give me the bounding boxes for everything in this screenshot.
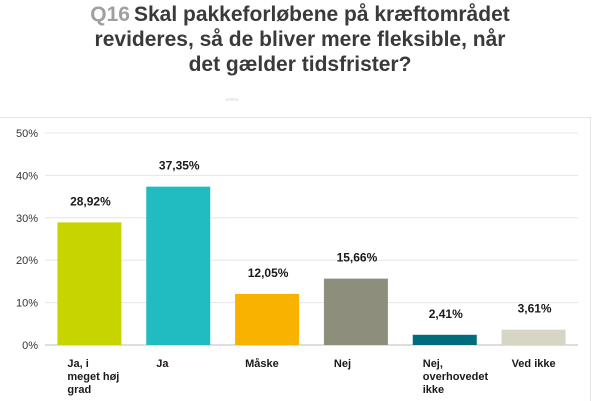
bar bbox=[146, 186, 211, 345]
x-tick-label-line: ikke bbox=[423, 384, 444, 396]
x-tick-label-line: Nej, bbox=[423, 358, 443, 370]
data-label: 2,41% bbox=[429, 307, 463, 321]
x-tick-label: Måske bbox=[245, 358, 279, 370]
x-tick-label: Ja bbox=[156, 358, 169, 370]
x-tick-label: Ja, i meget høj grad bbox=[67, 358, 119, 396]
y-tick-label: 50% bbox=[16, 128, 38, 140]
question-line-2: revideres, så de bliver mere fleksible, … bbox=[94, 28, 506, 51]
x-tick-label-line: Ja, i bbox=[67, 358, 88, 370]
y-tick-label: 0% bbox=[22, 340, 38, 352]
x-tick-label-line: Ja bbox=[156, 358, 169, 370]
y-tick-label: 20% bbox=[16, 255, 38, 267]
y-tick-label: 30% bbox=[16, 213, 38, 225]
x-tick-label: Ved ikke bbox=[512, 358, 556, 370]
y-tick-label: 40% bbox=[16, 170, 38, 182]
x-tick-label-line: overhovedet bbox=[423, 371, 489, 383]
chart-area: 0% 10% 20% 30% 40% 50% 28,92% Ja, i meget høj gra… bbox=[0, 117, 591, 401]
data-label: 28,92% bbox=[70, 194, 111, 208]
bar bbox=[501, 329, 566, 345]
data-label: 15,66% bbox=[337, 251, 378, 265]
bar bbox=[57, 222, 122, 345]
bar-chart: 0% 10% 20% 30% 40% 50% 28,92% Ja, i meget høj gra… bbox=[16, 128, 578, 396]
question-number: Q16 bbox=[90, 3, 130, 26]
question-line-1: Skal pakkeforløbene på kræftområdet bbox=[133, 3, 510, 26]
y-tick-label: 10% bbox=[16, 298, 38, 310]
x-tick-label: Nej, overhovedet ikke bbox=[423, 358, 489, 396]
question-line-3: det gælder tidsfrister? bbox=[188, 53, 412, 76]
decorative-mark bbox=[225, 98, 239, 101]
x-tick-label-line: Nej bbox=[334, 358, 351, 370]
x-tick-label: Nej bbox=[334, 358, 351, 370]
data-label: 3,61% bbox=[518, 302, 552, 316]
data-label: 12,05% bbox=[248, 266, 289, 280]
x-tick-label-line: grad bbox=[67, 384, 91, 396]
bar bbox=[412, 334, 477, 345]
chart-title: Q16 Skal pakkeforløbene på kræftområdet r… bbox=[0, 2, 600, 77]
bar bbox=[323, 278, 388, 345]
bar bbox=[235, 293, 300, 345]
x-tick-label-line: Ved ikke bbox=[512, 358, 556, 370]
x-tick-label-line: meget høj bbox=[67, 371, 119, 383]
data-label: 37,35% bbox=[159, 159, 200, 173]
x-tick-label-line: Måske bbox=[245, 358, 279, 370]
